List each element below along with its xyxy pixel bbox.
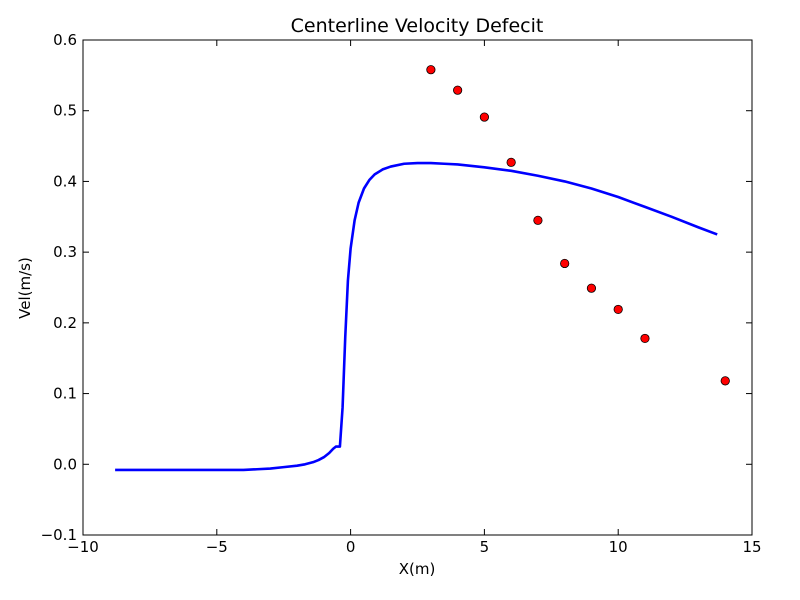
y-tick-label: 0.3 [53,243,77,261]
y-tick-label: 0.0 [53,455,77,473]
axes-frame [82,39,753,536]
plot-area [115,65,730,472]
x-tick-label: 10 [609,538,628,556]
chart-title: Centerline Velocity Defecit [291,15,544,37]
data-point [479,112,489,122]
y-tick-label: 0.5 [53,102,77,120]
x-tick-label: 5 [480,538,490,556]
series-line [115,161,718,472]
data-point [506,157,516,167]
data-point [453,85,463,95]
y-axis: −0.1 0.0 0.1 0.2 0.3 0.4 0.5 0.6 [41,31,752,544]
y-tick-label: 0.4 [53,172,77,190]
x-axis: −10 −5 0 5 10 15 [67,40,762,556]
x-axis-label: X(m) [399,560,436,578]
data-point [533,215,543,225]
data-point [586,283,597,293]
y-tick-label: 0.1 [53,385,77,403]
x-tick-label: −10 [67,538,99,556]
x-tick-label: 0 [346,538,356,556]
y-tick-label: 0.2 [53,314,77,332]
data-point [613,304,623,315]
y-tick-label: −0.1 [41,526,77,544]
data-point [720,376,730,386]
data-point [560,258,570,269]
data-point [426,65,436,75]
x-tick-label: 15 [742,538,761,556]
y-tick-label: 0.6 [53,31,77,49]
data-point [640,333,650,344]
y-axis-label: Vel(m/s) [16,257,34,319]
x-tick-label: −5 [206,538,228,556]
